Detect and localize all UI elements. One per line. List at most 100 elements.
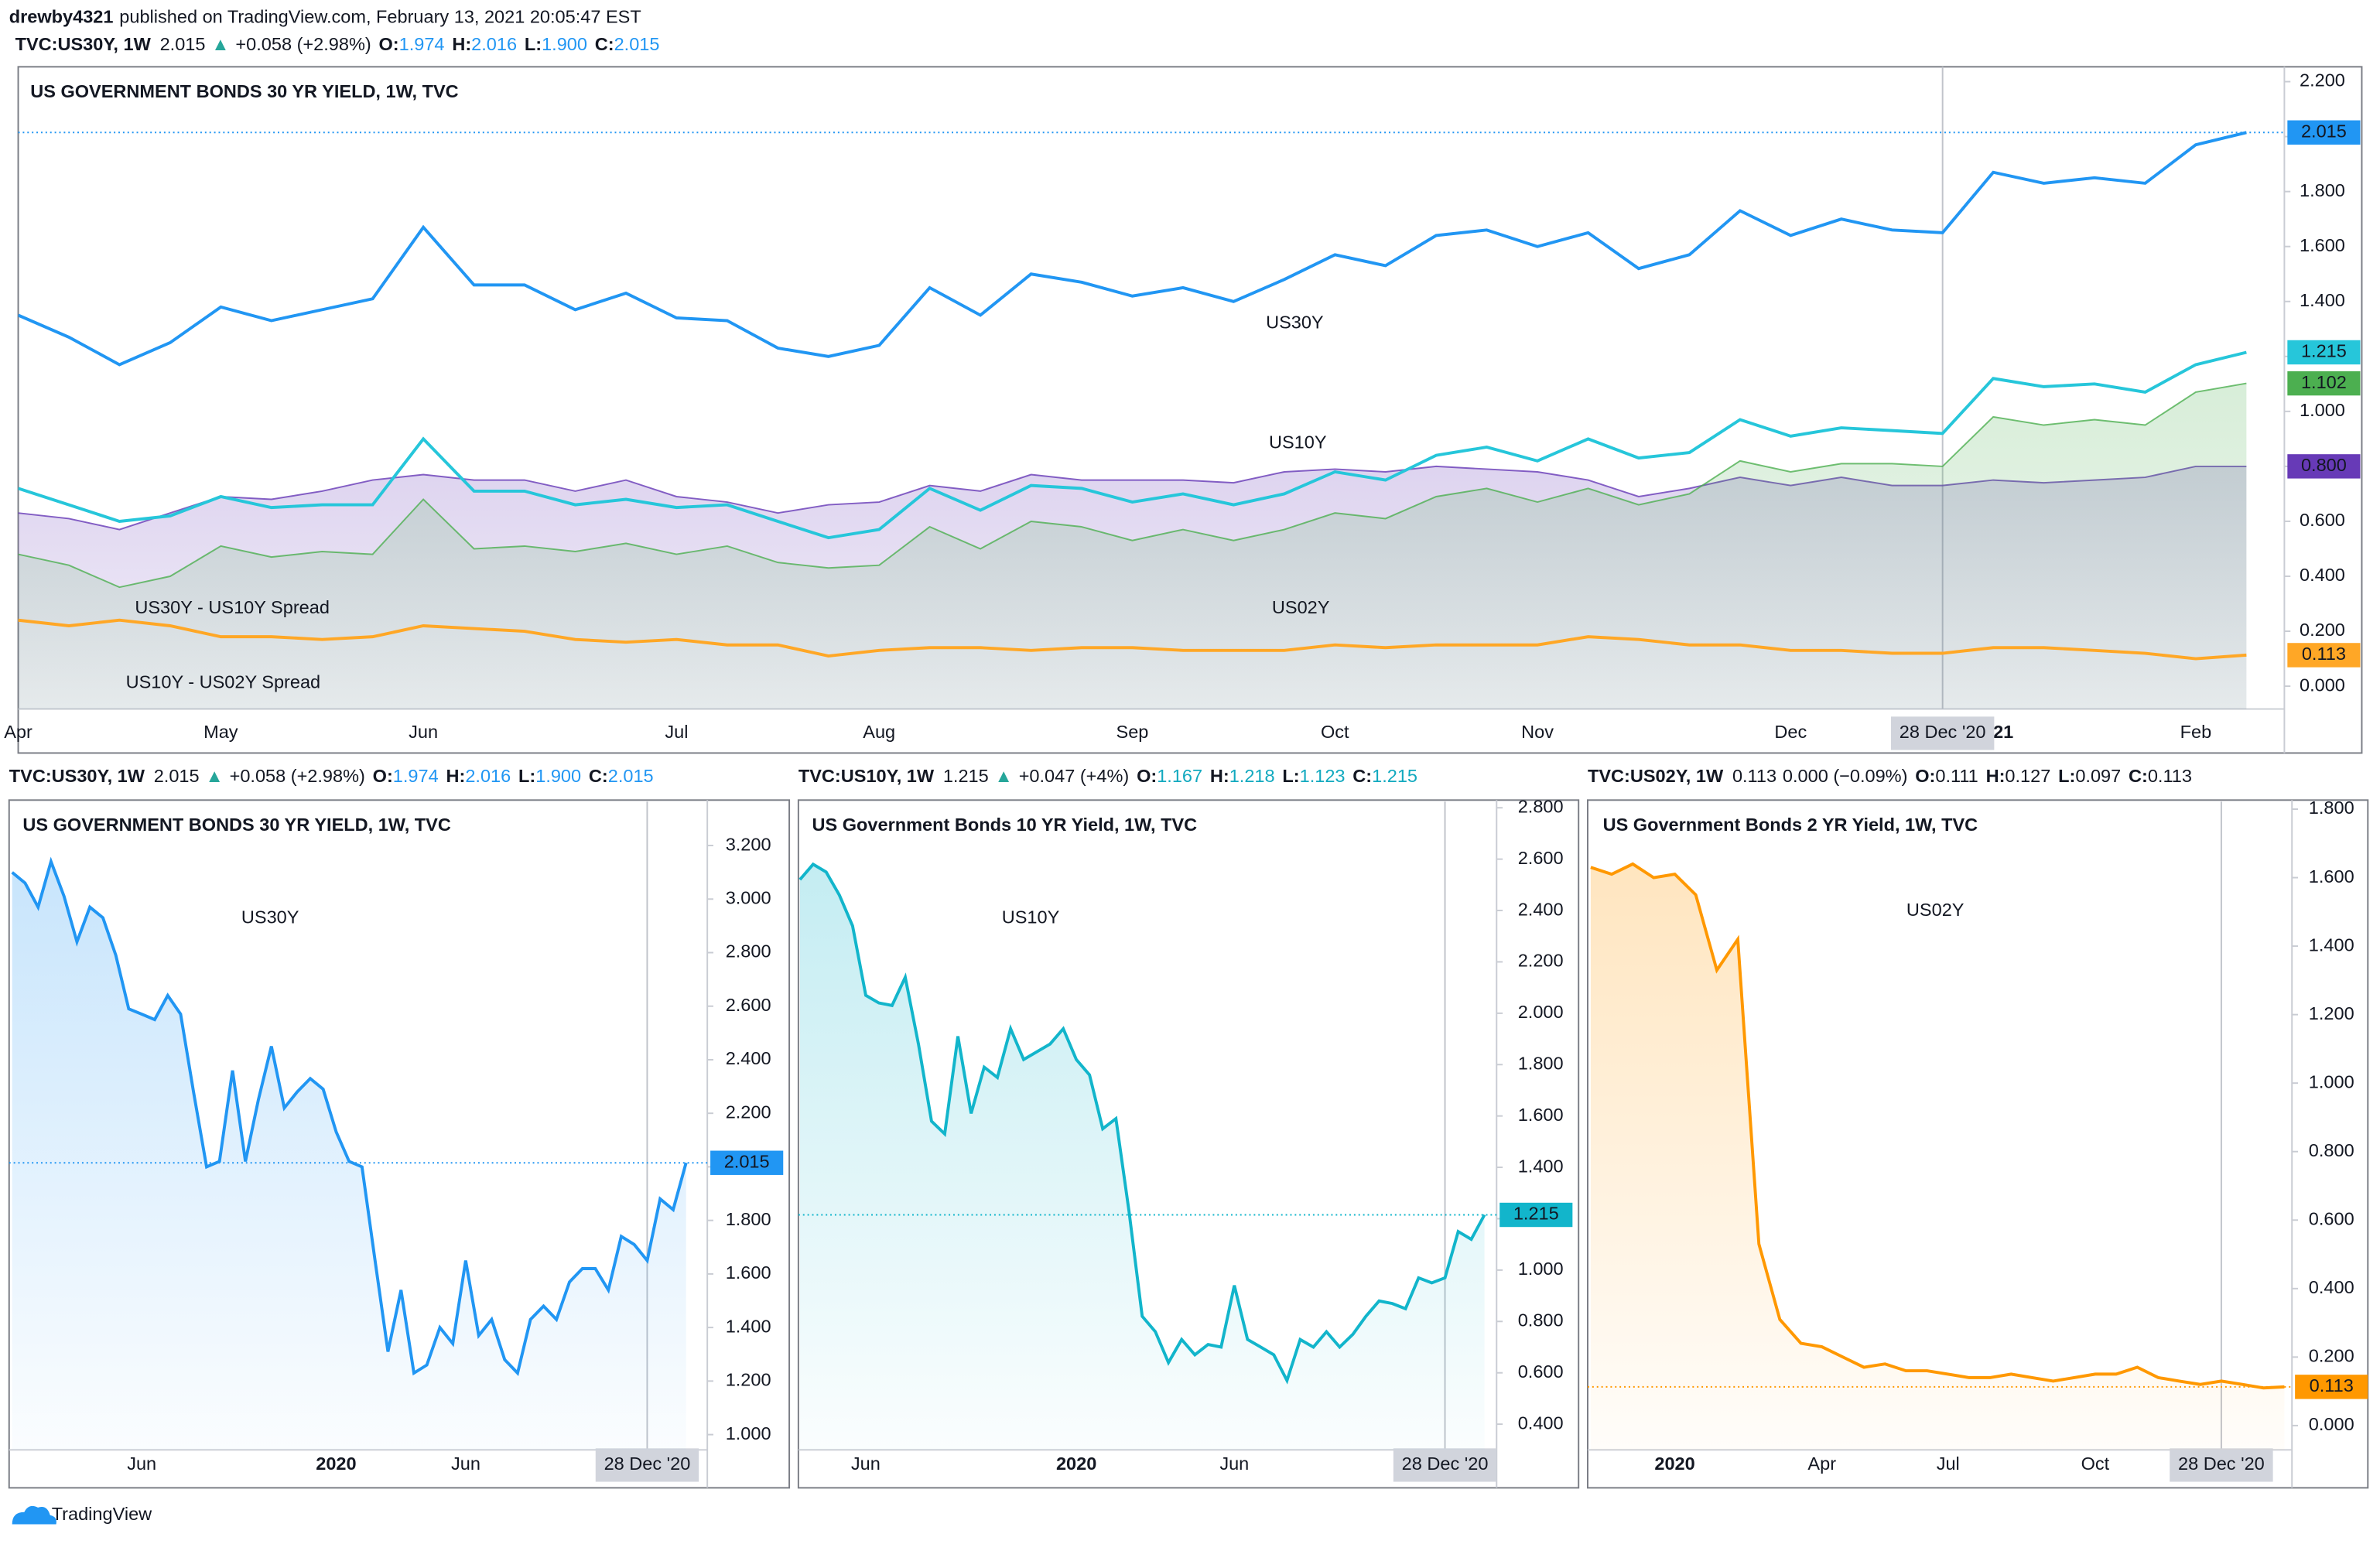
y-tick-label: 2.200 [1518,951,1564,971]
y-tick-label: 3.200 [726,834,771,854]
y-tick-label: 2.200 [2300,70,2345,91]
series-label: US02Y [1906,900,1965,920]
series-label: US30Y [241,907,299,927]
quote-line: TVC:US30Y, 1W 2.015 ▲ +0.058 (+2.98%) O:1.97… [15,34,660,54]
x-tick-label: 2020 [316,1453,356,1474]
x-tick-label: 2020 [1056,1453,1096,1474]
change-icon: ▲ [211,34,229,54]
line [798,862,1486,1385]
ohlc-key: L: [518,766,535,786]
ohlc-value: 1.218 [1229,766,1275,786]
line [18,618,2247,661]
price-badge-label: 0.113 [2302,644,2346,664]
x-tick-label: Apr [1807,1453,1836,1474]
symbol: TVC:US02Y, 1W [1588,766,1724,786]
price-badge-label: 2.015 [2301,121,2347,141]
x-tick-label: Jun [451,1453,480,1474]
last-price: 2.015 [154,766,200,786]
ohlc-key: L: [525,34,542,54]
crosshair-label-box [1393,1448,1497,1482]
series-label: US10Y - US02Y Spread [126,671,321,692]
change-icon: ▲ [205,766,223,786]
x-tick-label: Nov [1521,722,1554,742]
ohlc-key: O: [373,766,393,786]
y-tick-label: 1.400 [2309,934,2354,955]
price-badge-label: 1.215 [2301,341,2347,361]
chart-title: US Government Bonds 2 YR Yield, 1W, TVC [1603,815,1978,835]
chart-title: US GOVERNMENT BONDS 30 YR YIELD, 1W, TVC [22,815,450,835]
y-tick-label: 0.000 [2309,1414,2354,1434]
quote-line: TVC:US30Y, 1W 2.015 ▲ +0.058 (+2.98%) O:1.97… [9,766,654,786]
x-tick-label: Oct [2081,1453,2110,1474]
ohlc-value: 1.167 [1157,766,1202,786]
y-tick-label: 1.000 [2300,400,2345,420]
x-tick-label: Jul [665,722,688,742]
y-tick-label: 0.400 [2300,565,2345,585]
ohlc-value: 2.015 [614,34,660,54]
ohlc-key: C: [1352,766,1372,786]
x-tick-label: Jun [1219,1453,1249,1474]
y-tick-label: 1.400 [2300,290,2345,310]
y-tick-label: 2.800 [726,941,771,962]
plot [1590,862,2285,1450]
x-tick-label: Jun [127,1453,156,1474]
y-tick-label: 1.400 [1518,1156,1564,1176]
ohlc-key: H: [1986,766,2006,786]
area [799,864,1485,1450]
price-badge [2287,120,2361,145]
price-badge-label: 0.800 [2301,455,2347,475]
change-icon: ▲ [995,766,1013,786]
y-tick-label: 1.800 [2309,798,2354,818]
line [1590,862,2285,1390]
line [18,382,2247,589]
ohlc-key: O: [1915,766,1935,786]
y-tick-label: 1.000 [726,1423,771,1443]
y-tick-label: 1.000 [1518,1259,1564,1279]
area [1590,863,2285,1450]
ohlc-value: 1.900 [535,766,581,786]
ohlc-key: L: [1282,766,1299,786]
change: +0.058 (+2.98%) [230,766,365,786]
y-tick-label: 1.600 [2309,866,2354,886]
ohlc-key: H: [452,34,471,54]
price-badge [710,1150,784,1175]
ohlc-value: 0.113 [2148,766,2192,786]
y-tick-label: 0.400 [2309,1277,2354,1297]
quote-line: TVC:US10Y, 1W 1.215 ▲ +0.047 (+4%) O:1.167 H:… [798,766,1417,786]
chart-panel: TVC:US02Y, 1W 0.113 0.000 (−0.09%) O:0.111 H… [1586,766,2369,1489]
quote-line: TVC:US02Y, 1W 0.113 0.000 (−0.09%) O:0.111 H… [1588,766,2192,786]
y-tick-label: 1.400 [726,1316,771,1336]
y-tick-label: 2.800 [1518,796,1564,816]
change: +0.047 (+4%) [1019,766,1130,786]
y-tick-label: 0.800 [2309,1140,2354,1160]
ohlc-value: 1.123 [1300,766,1346,786]
ohlc-key: C: [2129,766,2148,786]
last-price: 2.015 [160,34,206,54]
crosshair-label: 28 Dec '20 [1402,1453,1489,1474]
ohlc-value: 2.016 [465,766,511,786]
chart-panel: TVC:US10Y, 1W 1.215 ▲ +0.047 (+4%) O:1.167 H:… [797,766,1580,1489]
y-tick-label: 3.000 [726,887,771,907]
price-badge [2287,371,2361,396]
ohlc-value: 0.127 [2005,766,2050,786]
crosshair-label-box [1890,716,1995,750]
series-label: US10Y [1002,907,1060,927]
price-badge [2287,454,2361,479]
ohlc-value: 1.900 [542,34,587,54]
ohlc-key: C: [595,34,614,54]
chart-title: US Government Bonds 10 YR Yield, 1W, TVC [812,815,1198,835]
series-label: US02Y [1272,597,1330,617]
series-label: US10Y [1269,432,1327,452]
x-tick-label: May [203,722,238,742]
ohlc-key: H: [446,766,465,786]
ohlc-key: L: [2058,766,2075,786]
area [12,861,686,1450]
y-tick-label: 0.600 [2300,510,2345,530]
brand: TradingView [52,1504,152,1524]
ohlc-value: 2.015 [608,766,654,786]
chart-title: US GOVERNMENT BONDS 30 YR YIELD, 1W, TVC [30,81,458,101]
change: +0.058 (+2.98%) [235,34,371,54]
y-tick-label: 2.200 [726,1102,771,1122]
